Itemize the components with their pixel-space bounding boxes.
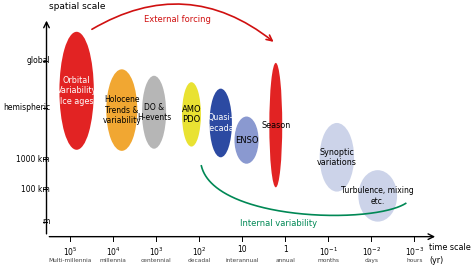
Ellipse shape [106, 69, 137, 151]
Text: External forcing: External forcing [144, 15, 211, 24]
Text: 1000 km: 1000 km [16, 155, 50, 164]
Text: 1: 1 [283, 245, 288, 254]
Ellipse shape [358, 170, 397, 222]
Ellipse shape [235, 117, 259, 164]
Text: DO &
H-events: DO & H-events [137, 103, 171, 122]
Text: AMO
PDO: AMO PDO [182, 105, 201, 124]
Text: hours: hours [406, 258, 422, 263]
Text: (yr): (yr) [429, 256, 444, 265]
Text: 10$^3$: 10$^3$ [149, 245, 164, 258]
Text: annual: annual [275, 258, 295, 263]
Text: Multi-millennia: Multi-millennia [48, 258, 92, 263]
Text: m: m [43, 217, 50, 226]
Ellipse shape [182, 82, 201, 147]
Text: decadal: decadal [188, 258, 211, 263]
Text: centennial: centennial [141, 258, 172, 263]
Text: 10$^{-3}$: 10$^{-3}$ [405, 245, 424, 258]
Text: spatial scale: spatial scale [49, 2, 105, 11]
Ellipse shape [319, 123, 354, 192]
Ellipse shape [142, 76, 166, 149]
Text: 10$^2$: 10$^2$ [192, 245, 207, 258]
Text: hemispheric: hemispheric [3, 103, 50, 112]
Ellipse shape [269, 63, 282, 187]
Text: 10$^5$: 10$^5$ [63, 245, 78, 258]
Text: Turbulence, mixing
etc.: Turbulence, mixing etc. [341, 186, 414, 206]
Text: 100 km: 100 km [21, 185, 50, 194]
Text: Synoptic
variations: Synoptic variations [317, 148, 357, 167]
Text: 10$^{-2}$: 10$^{-2}$ [362, 245, 381, 258]
Text: Quasi-
decadal: Quasi- decadal [205, 113, 237, 133]
Text: time scale: time scale [429, 243, 471, 252]
Text: Holocene
Trends &
variability: Holocene Trends & variability [102, 95, 141, 125]
Ellipse shape [59, 32, 94, 150]
Text: ENSO: ENSO [235, 136, 258, 145]
Text: 10: 10 [237, 245, 247, 254]
Text: global: global [27, 56, 50, 65]
Text: Season: Season [261, 121, 291, 130]
Text: days: days [365, 258, 378, 263]
Text: Orbital
Variability
Ice ages: Orbital Variability Ice ages [56, 76, 97, 106]
Text: 10$^{-1}$: 10$^{-1}$ [319, 245, 338, 258]
Text: months: months [317, 258, 339, 263]
Text: interannual: interannual [226, 258, 259, 263]
Text: 10$^4$: 10$^4$ [106, 245, 120, 258]
Text: millennia: millennia [100, 258, 127, 263]
Text: Internal variability: Internal variability [240, 219, 318, 228]
Ellipse shape [210, 89, 232, 157]
